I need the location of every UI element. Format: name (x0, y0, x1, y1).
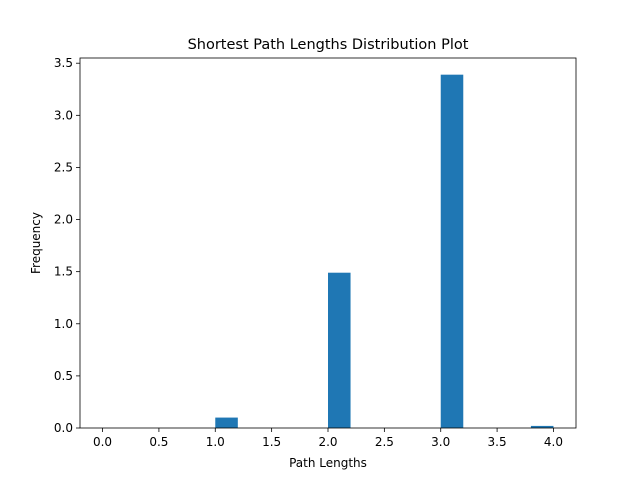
x-tick-label: 2.0 (318, 435, 337, 449)
x-tick-label: 2.5 (375, 435, 394, 449)
chart-title: Shortest Path Lengths Distribution Plot (188, 37, 469, 53)
y-tick-label: 1.0 (54, 317, 73, 331)
x-tick-label: 3.0 (431, 435, 450, 449)
x-tick-label: 4.0 (544, 435, 563, 449)
x-tick-label: 3.5 (488, 435, 507, 449)
histogram-bar (215, 417, 238, 428)
histogram-bar (440, 74, 464, 428)
y-tick-label: 3.0 (54, 108, 73, 122)
y-tick-label: 0.0 (54, 421, 73, 435)
y-tick-label: 2.0 (54, 213, 73, 227)
y-tick-label: 0.5 (54, 369, 73, 383)
x-tick-label: 1.0 (206, 435, 225, 449)
histogram-bar (328, 272, 351, 428)
y-tick-label: 1.5 (54, 265, 73, 279)
x-tick-label: 0.0 (93, 435, 112, 449)
x-axis-label: Path Lengths (289, 456, 367, 470)
y-tick-label: 2.5 (54, 160, 73, 174)
y-tick-label: 3.5 (54, 56, 73, 70)
y-axis-ticks: 0.0 0.5 1.0 1.5 2.0 2.5 3.0 3.5 (54, 56, 80, 435)
x-tick-label: 1.5 (262, 435, 281, 449)
x-tick-label: 0.5 (149, 435, 168, 449)
x-axis-ticks: 0.0 0.5 1.0 1.5 2.0 2.5 3.0 3.5 4.0 (93, 428, 563, 449)
bars-group (215, 74, 554, 428)
y-axis-label: Frequency (29, 212, 43, 274)
plot-frame (79, 57, 577, 429)
histogram-bar (530, 425, 554, 428)
